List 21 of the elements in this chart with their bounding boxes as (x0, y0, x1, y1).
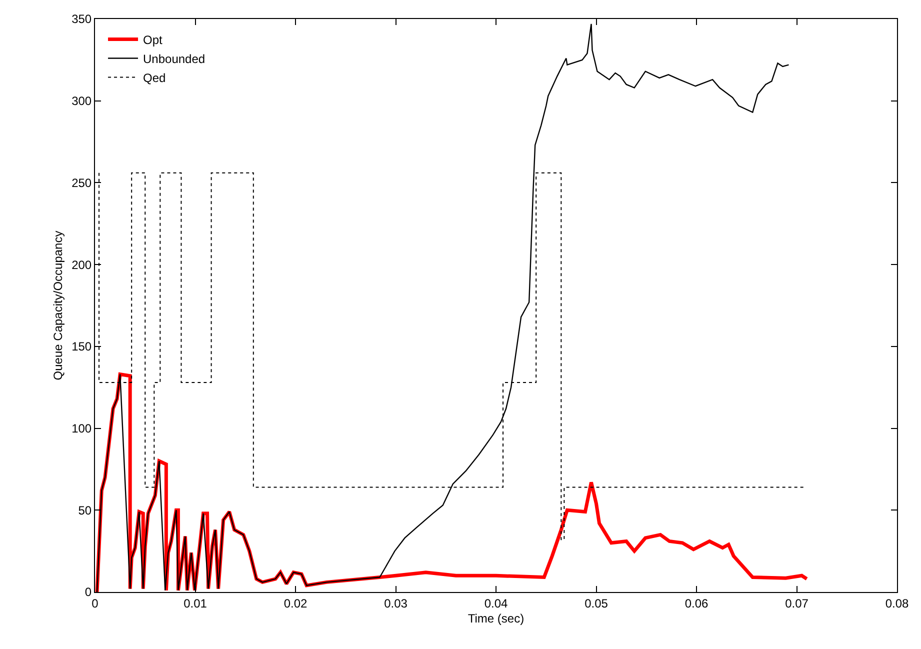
x-axis-title: Time (sec) (468, 611, 524, 626)
x-tick-label: 0.01 (184, 596, 208, 610)
y-tick-label: 0 (84, 585, 92, 600)
y-tick-label: 200 (72, 258, 92, 272)
y-tick-label: 100 (72, 421, 92, 436)
x-tick-label: 0.08 (885, 596, 909, 610)
y-tick-label: 350 (72, 12, 92, 26)
legend-label: Opt (143, 32, 164, 47)
y-tick-label: 250 (72, 176, 92, 190)
x-tick-label: 0.06 (684, 596, 708, 610)
x-tick-label: 0.02 (284, 596, 308, 610)
x-tick-label: 0.04 (484, 596, 508, 610)
x-tick-label: 0.07 (785, 596, 809, 610)
y-tick-label: 50 (78, 503, 92, 518)
legend-label: Qed (143, 70, 166, 85)
x-tick-label: 0.03 (384, 596, 408, 610)
y-tick-label: 300 (72, 94, 92, 108)
x-tick-label: 0.05 (584, 596, 608, 610)
legend-label: Unbounded (143, 52, 206, 66)
y-tick-label: 150 (72, 340, 92, 354)
y-axis-title: Queue Capacity/Occupancy (50, 230, 65, 380)
